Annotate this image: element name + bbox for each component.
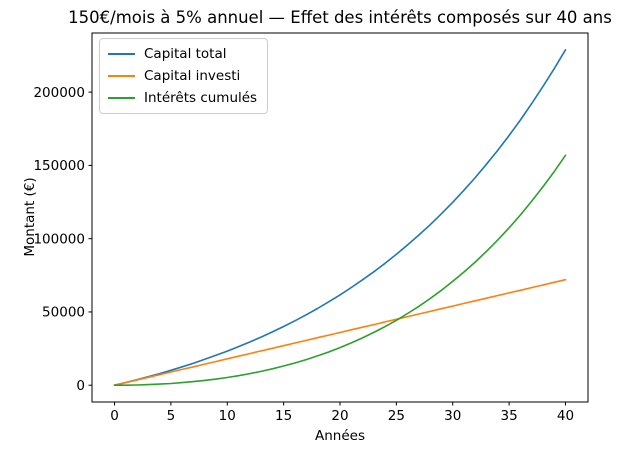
legend-label: Intérêts cumulés (144, 90, 258, 106)
x-tick-label: 10 (219, 408, 236, 424)
y-tick-label: 50000 (42, 305, 85, 321)
x-tick-label: 20 (331, 408, 348, 424)
legend-label: Capital total (144, 46, 227, 62)
x-tick-label: 25 (388, 408, 405, 424)
x-tick-label: 0 (110, 408, 119, 424)
y-tick-label: 200000 (33, 85, 85, 101)
y-tick-label: 150000 (33, 158, 85, 174)
line-capital-investi (113, 278, 567, 387)
chart-title: 150€/mois à 5% annuel — Effet des intérê… (68, 8, 612, 27)
x-axis-label: Années (315, 428, 365, 444)
legend-item-capital-total: Capital total (108, 45, 257, 63)
x-tick-label: 15 (275, 408, 292, 424)
legend-line-capital-investi (108, 75, 135, 77)
legend-line-capital-total (108, 53, 135, 55)
y-tick-label: 0 (76, 378, 85, 394)
line-interets-cumules (113, 154, 567, 387)
line-capital-total (113, 48, 567, 387)
x-tick-label: 5 (167, 408, 176, 424)
x-tick-label: 30 (444, 408, 461, 424)
x-tick-label: 40 (557, 408, 574, 424)
x-tick-label: 35 (500, 408, 517, 424)
y-axis-label: Montant (€) (22, 177, 38, 257)
legend: Capital total Capital investi Intérêts c… (99, 38, 269, 114)
y-tick-label: 100000 (33, 231, 85, 247)
legend-line-interets-cumules (108, 97, 135, 99)
legend-item-capital-investi: Capital investi (108, 67, 257, 85)
legend-item-interets-cumules: Intérêts cumulés (108, 89, 257, 107)
legend-label: Capital investi (144, 68, 241, 84)
